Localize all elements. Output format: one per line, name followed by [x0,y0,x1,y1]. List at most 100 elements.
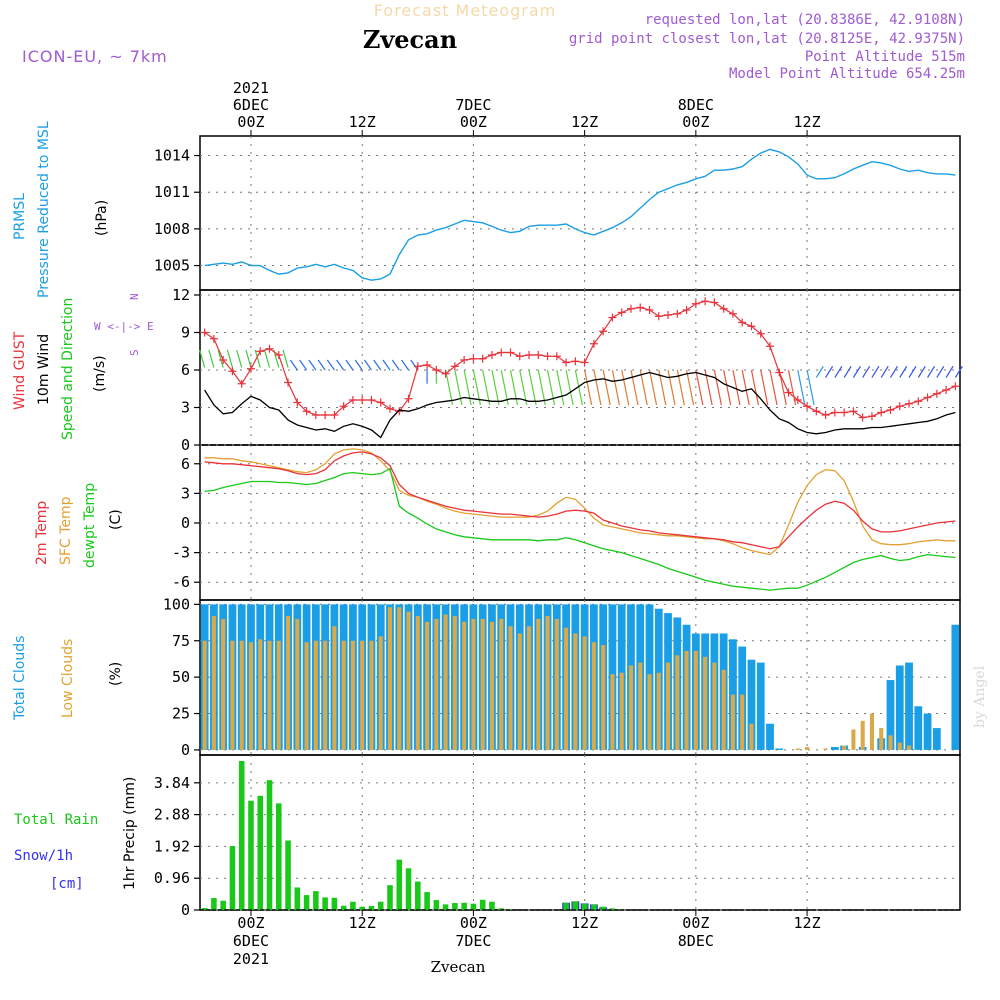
bottom-time-label: 6DEC [233,932,269,950]
clouds-unit: (%) [108,662,124,686]
ytick-label: 0 [181,741,190,759]
low-cloud-bar [703,656,708,750]
pressure-unit: (hPa) [94,200,110,236]
rain-bar [220,900,226,910]
wind-direction-arrow [787,369,797,406]
wind-dir-label: Speed and Direction [60,298,76,440]
ytick-label: 6 [181,361,190,379]
wind-direction-arrow [299,359,308,371]
low-cloud-bar [332,626,337,750]
gust-marker [293,398,302,407]
gust-marker [302,407,311,416]
wind-direction-arrow [282,349,289,368]
rain-bar [479,899,486,910]
gust-marker [905,399,914,408]
wind-direction-arrow [871,365,880,378]
gust-marker [311,411,320,419]
total-cloud-bar [895,665,904,750]
wind-direction-arrow [326,359,335,371]
total-cloud-bar [923,713,932,750]
wind-direction-arrow [593,369,602,406]
wind-direction-arrow [509,369,519,406]
temp-2m-line [204,451,956,550]
gust-marker [339,402,348,411]
low-cloud-bar [638,662,643,750]
gust-marker [728,309,737,318]
wind-direction-arrow [825,365,834,378]
low-cloud-bar [295,618,300,750]
gust-marker [932,389,941,398]
wind-direction-arrow [621,369,630,406]
rain-bar [331,897,338,910]
wind-direction-arrow [843,365,852,378]
low-cloud-bar [897,742,902,750]
low-cloud-bar [230,640,235,750]
wind-label: 10m Wind [36,334,52,405]
compass-n: N [128,293,141,300]
gust-marker [608,313,617,322]
rain-bar [581,903,588,910]
total-cloud-bar [914,706,923,750]
rain-bar [201,908,208,910]
rain-bar [359,906,365,910]
clouds-axis-labels: Total Clouds Low Clouds (%) [12,636,124,721]
bottom-time-label: 12Z [349,914,376,932]
gust-marker [636,303,645,312]
wind-direction-arrow [695,369,704,406]
wind-direction-arrow [797,369,806,406]
gust-marker [441,369,450,378]
gust-marker [506,348,515,357]
gust-marker [617,308,626,317]
t2m-label: 2m Temp [34,501,50,565]
rain-bar [238,760,245,910]
rain-bar [489,901,495,910]
wind-direction-arrow [345,359,354,371]
wind-direction-arrow [519,369,528,406]
top-time-label: 12Z [794,113,821,131]
temp-axis-labels: 2m Temp SFC Temp dewpt Temp (C) [34,483,124,568]
gust-marker [274,351,283,359]
panel-frame-4 [199,754,961,911]
gust-marker [571,357,580,366]
panel-frame-0 [199,135,961,291]
wind-direction-arrow [908,365,917,378]
ytick-label: 1014 [154,147,190,165]
gust-marker [830,408,839,417]
low-cloud-bar [462,621,467,750]
wind-direction-arrow [806,369,815,406]
low-cloud-bar [415,616,420,750]
wind-direction-arrow [482,369,491,406]
gust-marker [738,318,747,327]
wind-direction-arrow [546,369,556,406]
rain-bar [600,906,606,910]
total-cloud-bar [775,748,784,750]
top-time-label: 12Z [349,113,376,131]
ytick-label: 0 [181,901,190,919]
wind-direction-arrow [713,369,722,406]
low-cloud-bar [211,616,216,750]
gust-marker [358,396,367,404]
wind-direction-arrow [217,349,224,368]
rain-bar [442,904,449,910]
low-cloud-bar [591,642,596,750]
low-cloud-bar [517,633,522,750]
wind-direction-arrow [263,349,271,368]
gust-marker [719,304,728,313]
low-cloud-bar [341,640,346,750]
pressure-axis-labels: PRMSL Pressure Reduced to MSL (hPa) [12,121,110,298]
gust-marker [895,402,904,411]
low-cloud-bar [795,748,800,750]
low-cloud-bar [258,639,263,750]
low-cloud-bar [350,640,355,750]
wind-direction-arrow [363,359,372,371]
gust-marker [664,311,673,319]
gust-marker [589,339,598,348]
gust-marker [460,356,469,364]
low-cloud-bar [805,746,810,750]
wind-direction-arrow [667,369,676,406]
gust-marker [386,404,394,413]
low-cloud-bar [851,729,856,750]
wind-direction-arrow [226,349,234,368]
bottom-time-label: 7DEC [455,932,491,950]
